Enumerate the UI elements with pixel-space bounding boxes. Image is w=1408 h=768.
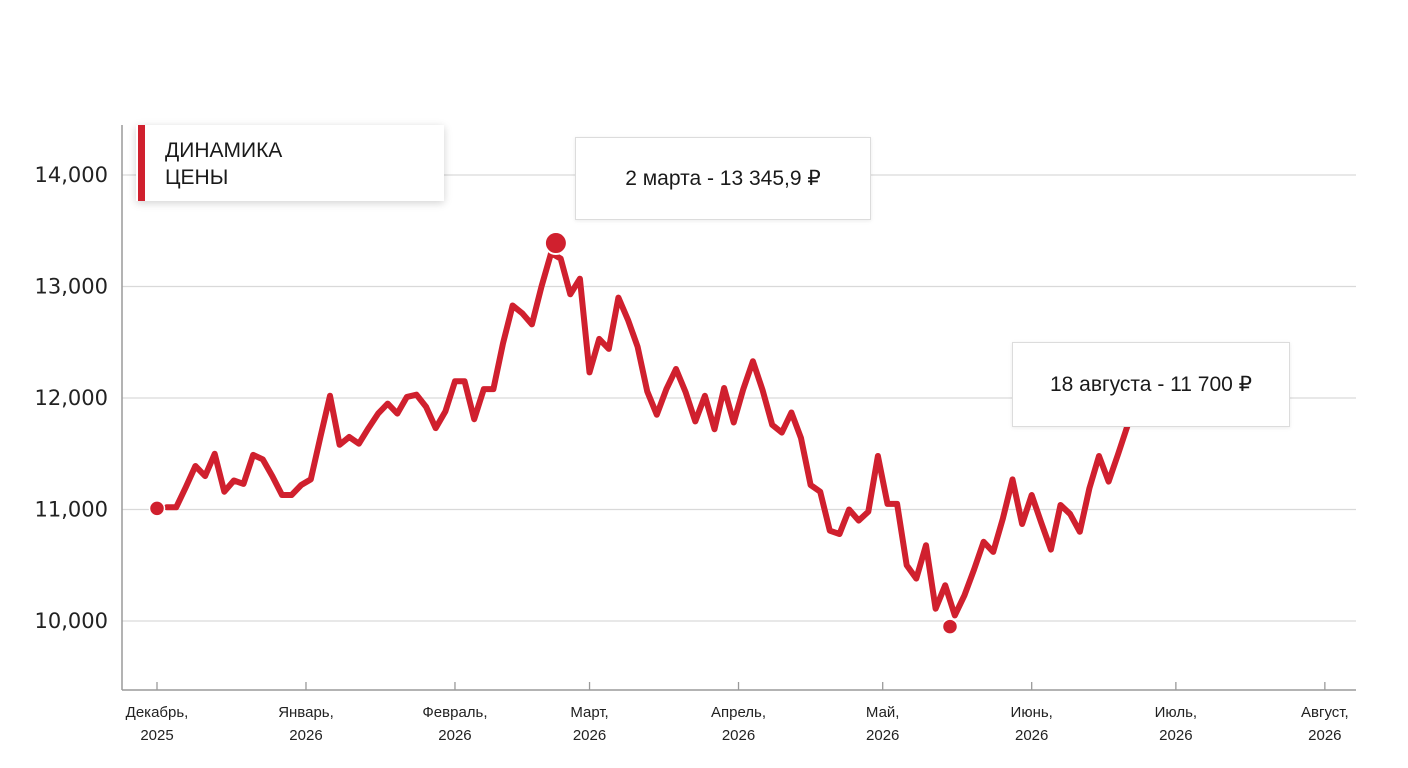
x-tick-label-year: 2026: [289, 727, 322, 744]
y-tick-label: 14,000: [35, 163, 108, 187]
legend-color-bar: [138, 125, 145, 201]
max-price-annotation: 2 марта - 13 345,9 ₽: [575, 137, 871, 220]
x-tick-label-year: 2026: [1308, 727, 1341, 744]
x-tick-label-year: 2026: [866, 727, 899, 744]
x-tick-label-month: Май,: [866, 704, 900, 721]
x-tick-label-month: Июнь,: [1011, 704, 1053, 721]
max-price-label: 2 марта - 13 345,9 ₽: [625, 167, 821, 190]
axes: [121, 125, 1356, 691]
x-tick-label-month: Апрель,: [711, 704, 766, 721]
x-tick-label-month: Август,: [1301, 704, 1349, 721]
x-tick-label-year: 2025: [140, 727, 173, 744]
y-tick-labels: 10,000 11,000 12,000 13,000 14,000: [35, 163, 108, 633]
legend-title: ДИНАМИКА ЦЕНЫ: [165, 137, 282, 191]
data-point-marker: [148, 500, 166, 517]
x-tick-label-year: 2026: [573, 727, 606, 744]
y-tick-label: 12,000: [35, 386, 108, 410]
x-tick-label-month: Июль,: [1155, 704, 1197, 721]
legend-title-line2: ЦЕНЫ: [165, 166, 229, 189]
last-price-annotation: 18 августа - 11 700 ₽: [1012, 342, 1290, 427]
x-tick-label-year: 2026: [1159, 727, 1192, 744]
x-tick-label-year: 2026: [1015, 727, 1048, 744]
y-tick-label: 11,000: [35, 498, 108, 522]
x-tick-label-month: Февраль,: [422, 704, 487, 721]
y-tick-label: 13,000: [35, 275, 108, 299]
y-tick-label: 10,000: [35, 609, 108, 633]
x-tick-label-month: Март,: [570, 704, 608, 721]
x-tick-label-year: 2026: [438, 727, 471, 744]
data-point-marker: [543, 231, 568, 256]
x-tick-label-year: 2026: [722, 727, 755, 744]
x-tick-labels: Декабрь, 2025 Январь, 2026 Февраль, 2026 Март,…: [126, 704, 1349, 744]
price-series-line: [163, 250, 1141, 619]
markers-layer: [148, 231, 1150, 635]
legend-title-line1: ДИНАМИКА: [165, 139, 283, 162]
last-price-label: 18 августа - 11 700 ₽: [1049, 373, 1253, 396]
data-point-marker: [941, 618, 959, 635]
x-tick-label-month: Декабрь,: [126, 704, 189, 721]
series-layer: [163, 250, 1141, 619]
x-tick-label-month: Январь,: [278, 704, 334, 721]
legend: ДИНАМИКА ЦЕНЫ: [136, 125, 444, 201]
